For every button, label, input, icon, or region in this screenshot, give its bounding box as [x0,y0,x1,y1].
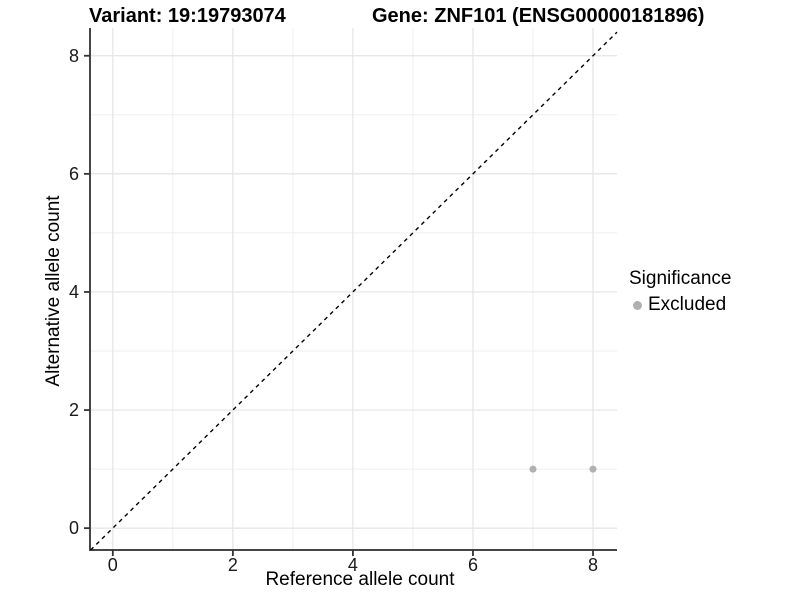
y-tick-label: 0 [69,518,79,538]
plot-title-variant: Variant: 19:19793074 [89,5,286,27]
y-tick-label: 6 [69,164,79,184]
x-tick-label: 4 [348,555,358,575]
legend-point-icon [633,300,642,310]
x-tick-label: 0 [108,555,118,575]
y-axis-title: Alternative allele count [43,195,64,387]
identity-line [90,31,618,551]
y-tick-label: 2 [69,400,79,420]
legend-item-label: Excluded [648,294,727,315]
x-axis-title: Reference allele count [265,569,455,590]
x-tick-label: 2 [228,555,238,575]
y-tick-label: 8 [69,46,79,66]
y-tick-label: 4 [69,282,79,302]
legend-title: Significance [629,268,732,289]
legend-item-excluded: Excluded [629,294,731,316]
x-tick-label: 6 [468,555,478,575]
data-point [589,465,597,473]
legend: Significance Excluded [629,268,731,316]
data-point [529,465,537,473]
plot-title-gene: Gene: ZNF101 (ENSG00000181896) [372,5,705,27]
x-tick-label: 8 [588,555,598,575]
